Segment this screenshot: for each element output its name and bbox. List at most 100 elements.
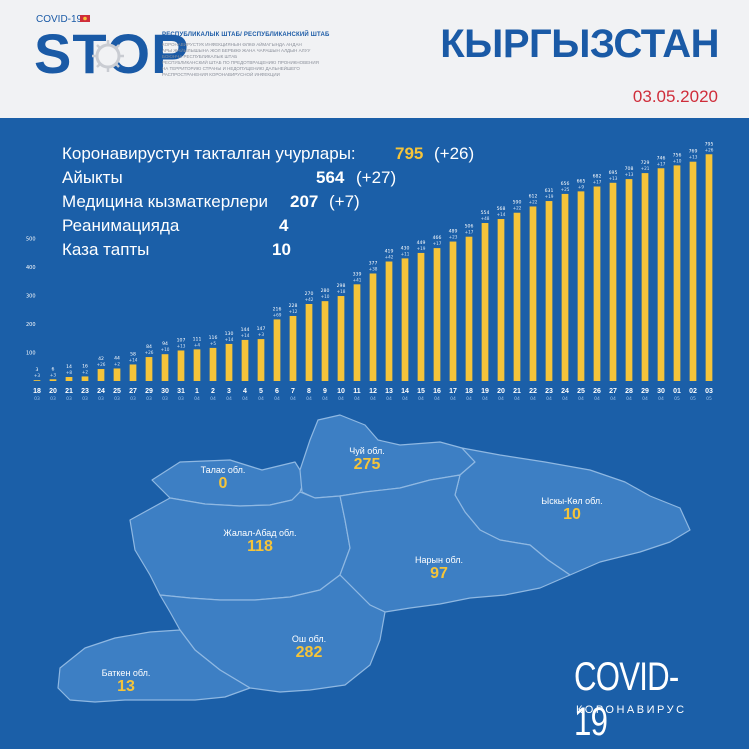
x-tick-day: 13 (385, 388, 393, 395)
bar-5-04 (257, 339, 265, 381)
bar-increment-label: +3 (50, 372, 57, 377)
x-tick-day: 27 (129, 388, 137, 395)
region-value: 275 (353, 456, 381, 473)
bar-value-label: 682 (593, 174, 602, 180)
bar-24-04 (561, 193, 569, 381)
bar-12-04 (369, 273, 377, 381)
x-tick-month: 04 (194, 396, 200, 402)
bar-increment-label: +42 (305, 297, 314, 302)
x-tick-month: 04 (370, 396, 376, 402)
x-tick-day: 25 (577, 388, 585, 395)
x-tick-day: 14 (401, 388, 409, 395)
region-name: Нарын обл. (415, 555, 463, 565)
region-value: 97 (430, 565, 448, 582)
region-label-osh: Ош обл. 282 (254, 634, 364, 662)
bar-value-label: 795 (705, 141, 714, 147)
x-tick-day: 23 (81, 388, 89, 395)
x-tick-month: 04 (258, 396, 264, 402)
bar-increment-label: +69 (273, 312, 282, 317)
bar-25-03 (113, 368, 121, 381)
bar-value-label: 58 (130, 351, 136, 357)
bar-increment-label: +21 (641, 166, 650, 171)
x-tick-day: 1 (195, 388, 199, 395)
bar-value-label: 298 (337, 283, 346, 289)
hq-title: РЕСПУБЛИКАЛЫК ШТАБ/ РЕСПУБЛИКАНСКИЙ ШТАБ (162, 32, 330, 38)
region-label-naryn: Нарын обл. 97 (384, 555, 494, 583)
x-tick-day: 4 (243, 388, 247, 395)
bar-increment-label: +25 (561, 187, 570, 192)
x-tick-month: 04 (594, 396, 600, 402)
bar-increment-label: +17 (433, 241, 442, 246)
bar-18-03 (33, 380, 41, 381)
stat-value: 4 (279, 216, 289, 235)
bar-increment-label: +26 (705, 147, 714, 152)
x-tick-day: 25 (113, 388, 121, 395)
hq-line: НА ТЕРРИТОРИЮ СТРАНЫ И НЕДОПУЩЕНИЮ ДАЛЬН… (162, 66, 300, 71)
bar-value-label: 708 (625, 166, 634, 172)
bar-16-04 (433, 248, 441, 381)
x-tick-day: 17 (449, 388, 457, 395)
region-name: Жалал-Абад обл. (223, 528, 297, 538)
bar-increment-label: +13 (609, 176, 618, 181)
x-tick-day: 24 (97, 388, 105, 395)
bar-20-04 (497, 219, 505, 381)
x-tick-day: 19 (481, 388, 489, 395)
x-tick-day: 22 (529, 388, 537, 395)
stat-value: 564 (316, 168, 345, 187)
bar-value-label: 419 (385, 249, 394, 255)
bar-increment-label: +17 (465, 230, 474, 235)
x-tick-day: 6 (275, 388, 279, 395)
bar-value-label: 111 (193, 336, 202, 342)
bar-14-04 (401, 258, 409, 381)
hq-line: РЕСПУБЛИКАНСКИЙ ШТАБ ПО ПРЕДОТВРАЩЕНИЮ П… (162, 60, 319, 65)
bar-8-04 (305, 304, 313, 381)
x-tick-month: 05 (690, 396, 696, 402)
bar-value-label: 147 (257, 326, 266, 332)
region-name: Ыскы-Көл обл. (541, 496, 603, 506)
x-tick-month: 03 (162, 396, 168, 402)
bar-value-label: 466 (433, 235, 442, 241)
stat-delta: (+27) (356, 168, 397, 187)
bar-value-label: 568 (497, 206, 506, 212)
bar-29-03 (145, 357, 153, 381)
bar-21-04 (513, 212, 521, 381)
x-tick-month: 04 (402, 396, 408, 402)
x-tick-day: 26 (593, 388, 601, 395)
x-tick-day: 31 (177, 388, 185, 395)
footer-subtitle: КОРОНАВИРУС (576, 704, 687, 716)
region-label-jalal-abad: Жалал-Абад обл. 118 (200, 528, 320, 556)
region-label-talas: Талас обл. 0 (168, 465, 278, 493)
stat-delta: (+26) (434, 144, 475, 163)
x-tick-day: 18 (33, 388, 41, 395)
x-tick-month: 03 (114, 396, 120, 402)
x-tick-month: 04 (242, 396, 248, 402)
x-tick-day: 21 (513, 388, 521, 395)
x-tick-month: 04 (434, 396, 440, 402)
country-title: КЫРГЫЗСТАН (440, 22, 719, 66)
bar-value-label: 656 (561, 181, 570, 187)
hq-line: РАСПРОСТРАНЕНИЯ КОРОНАВИРУСНОЙ ИНФЕКЦИИ (162, 72, 280, 77)
bar-value-label: 228 (289, 303, 298, 309)
bar-increment-label: +10 (161, 347, 170, 352)
region-value: 0 (218, 475, 228, 492)
stat-value: 10 (272, 240, 291, 259)
bar-increment-label: +13 (177, 343, 186, 348)
stat-label: Коронавирустун такталган учурлары: (62, 144, 356, 163)
x-tick-month: 04 (530, 396, 536, 402)
x-tick-month: 04 (354, 396, 360, 402)
region-name: Чуй обл. (349, 446, 385, 456)
bar-24-03 (97, 369, 105, 381)
bar-11-04 (353, 284, 361, 381)
bar-increment-label: +3 (34, 373, 41, 378)
bar-increment-label: +48 (481, 216, 490, 221)
bar-22-04 (529, 206, 537, 381)
region-name: Талас обл. (200, 465, 246, 475)
hq-line: КОРОНАВИРУСТУК ИНФЕКЦИЯНЫН ӨЛКӨ АЙМАГЫНД… (162, 42, 302, 47)
bar-increment-label: +19 (417, 246, 426, 251)
region-value: 118 (247, 538, 273, 555)
bar-increment-label: +2 (114, 361, 121, 366)
y-tick-label: 400 (26, 265, 36, 271)
bar-increment-label: +42 (385, 255, 394, 260)
bar-value-label: 590 (513, 200, 522, 206)
